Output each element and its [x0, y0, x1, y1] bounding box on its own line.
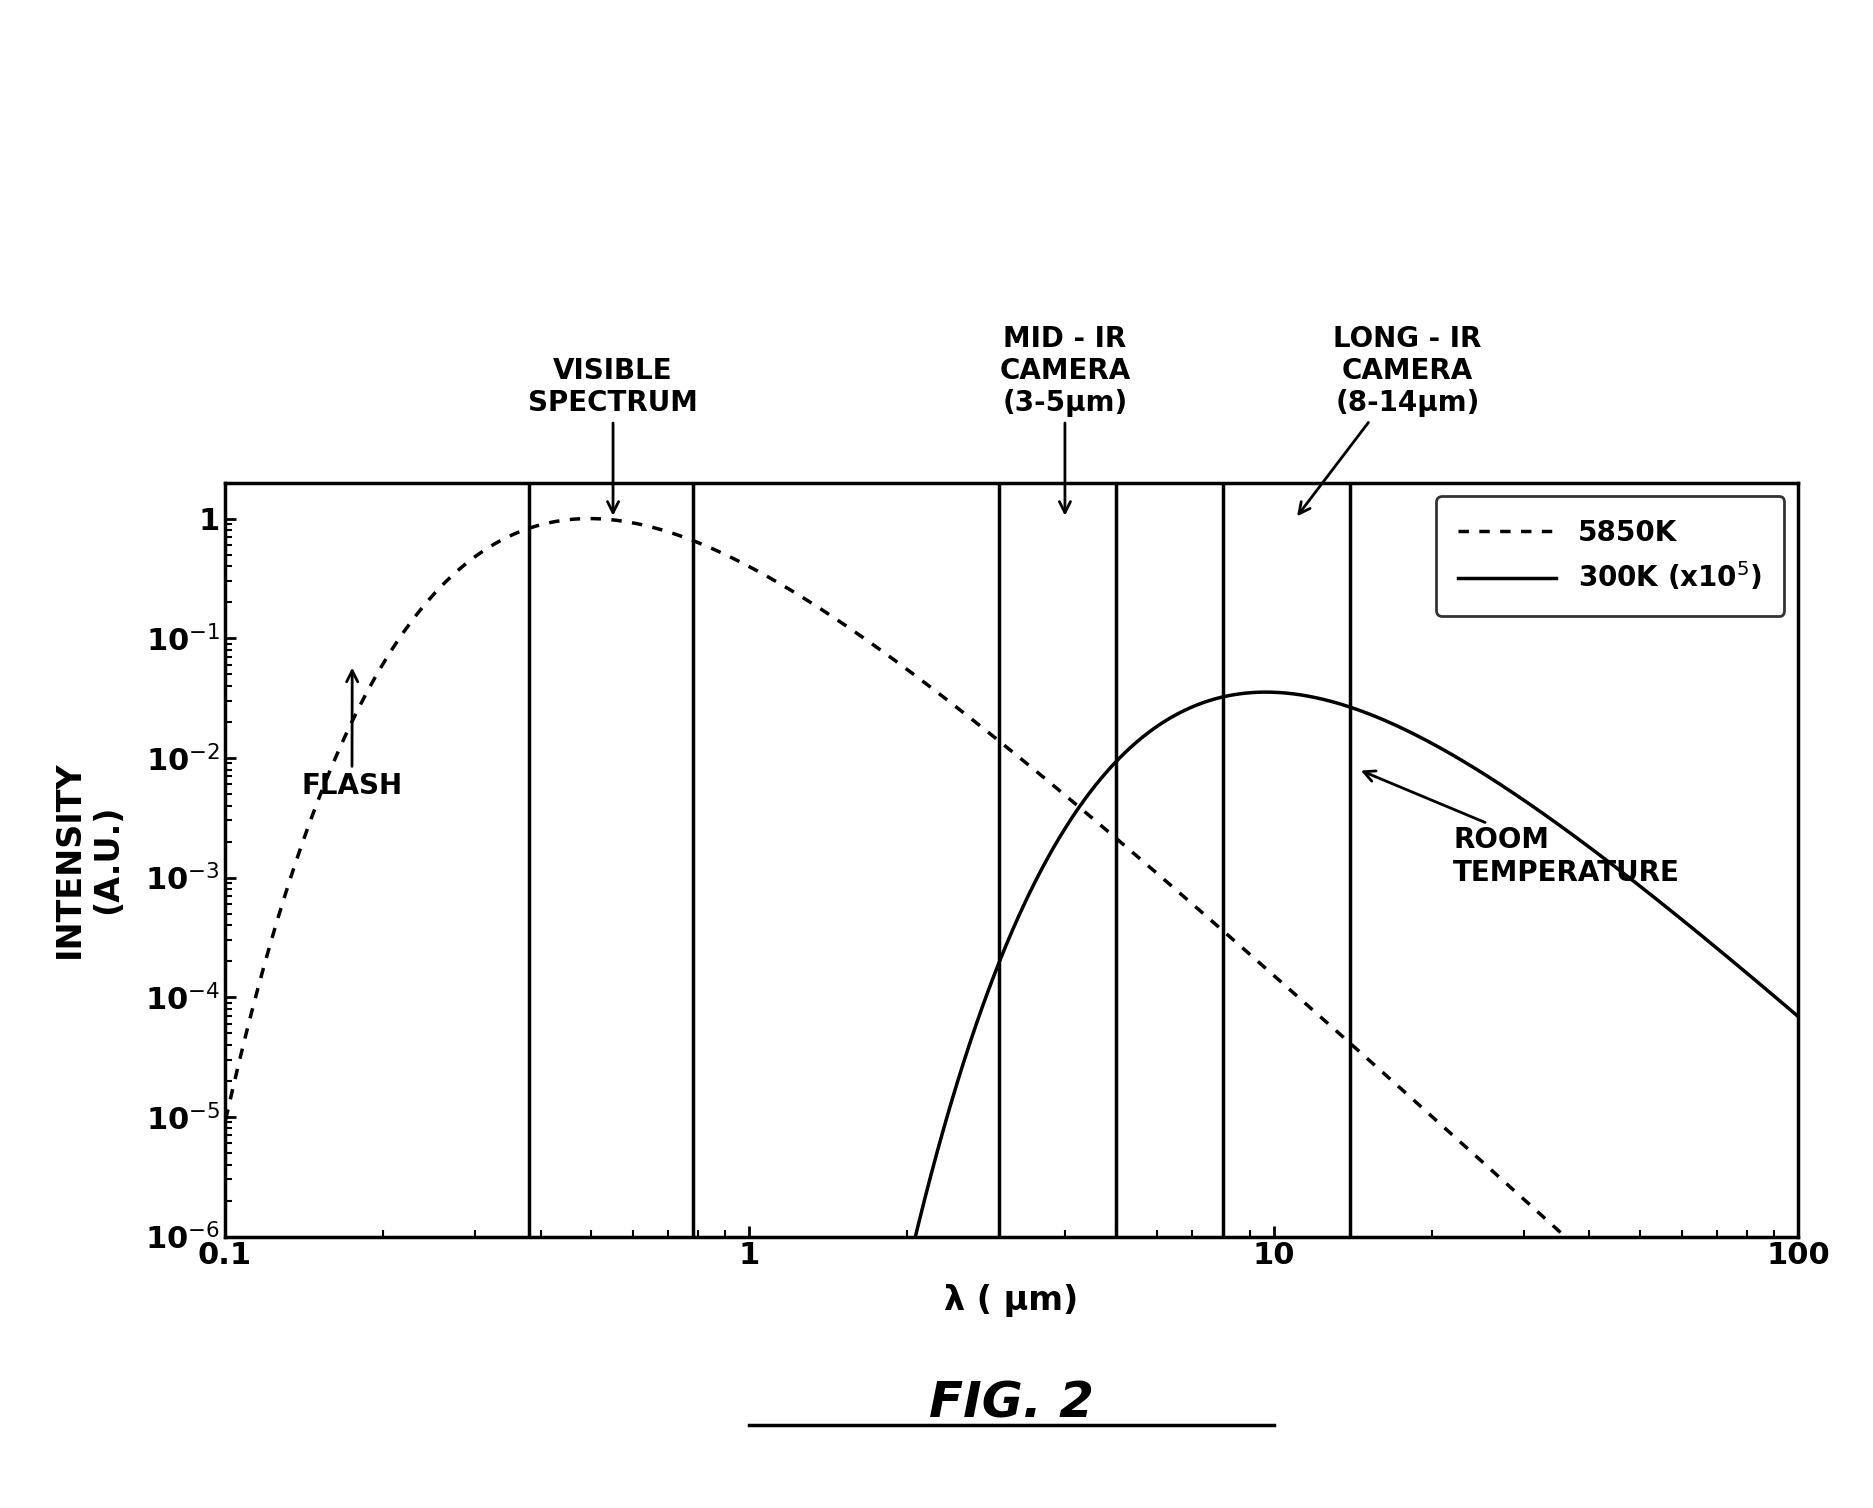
Text: ROOM
TEMPERATURE: ROOM TEMPERATURE: [1364, 771, 1680, 887]
Text: MID - IR
CAMERA
(3-5μm): MID - IR CAMERA (3-5μm): [1000, 324, 1131, 513]
Text: FIG. 2: FIG. 2: [929, 1380, 1094, 1428]
Text: FLASH: FLASH: [302, 671, 403, 799]
Y-axis label: INTENSITY
(A.U.): INTENSITY (A.U.): [52, 760, 124, 959]
Text: LONG - IR
CAMERA
(8-14μm): LONG - IR CAMERA (8-14μm): [1298, 324, 1482, 514]
X-axis label: λ ( μm): λ ( μm): [944, 1285, 1079, 1318]
Text: VISIBLE
SPECTRUM: VISIBLE SPECTRUM: [528, 357, 699, 513]
Legend: 5850K, 300K (x10$^5$): 5850K, 300K (x10$^5$): [1437, 496, 1785, 615]
